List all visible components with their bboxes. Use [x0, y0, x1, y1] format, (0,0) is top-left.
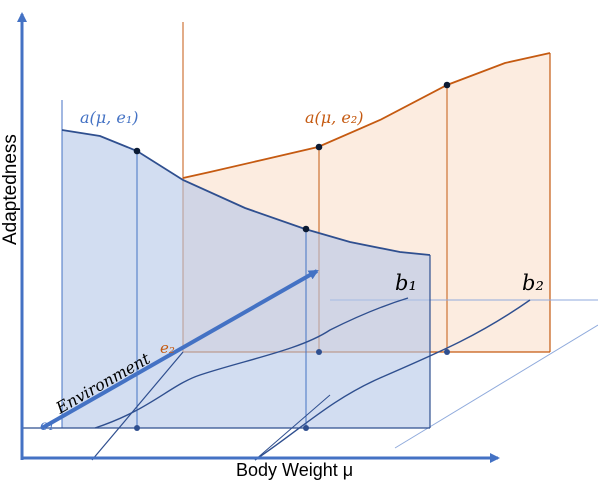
e2-label: e₂: [160, 339, 175, 357]
blue-adaptedness-curve: [61, 129, 431, 256]
point-blue-curve-2: [302, 225, 310, 233]
b1-curve: [94, 297, 409, 429]
marker-points: [133, 81, 451, 431]
point-blue-base-1: [134, 425, 140, 431]
b2-label: b₂: [522, 271, 544, 295]
floor-line-e1-start: [91, 351, 184, 461]
point-orange-curve-1: [315, 143, 323, 151]
blue-panel-fill: [62, 130, 430, 428]
e1-label: e₁: [40, 418, 54, 434]
point-blue-curve-1: [133, 147, 141, 155]
b1-label: b₁: [395, 271, 417, 295]
point-orange-base-1: [316, 349, 322, 355]
blue-panel-e1: [22, 100, 431, 429]
curve-e2-label: a(μ, e₂): [305, 108, 363, 127]
b2-curve: [254, 299, 531, 461]
environment-arrow: [41, 269, 319, 430]
point-orange-base-2: [444, 349, 450, 355]
x-axis-label: Body Weight μ: [236, 460, 353, 480]
curve-e1-label: a(μ, e₁): [80, 108, 138, 127]
point-blue-base-2: [303, 425, 309, 431]
orange-adaptedness-curve: [182, 52, 551, 179]
y-axis-label: Adaptedness: [0, 134, 21, 245]
floor-line-mid: [254, 394, 331, 461]
point-orange-curve-2: [443, 81, 451, 89]
